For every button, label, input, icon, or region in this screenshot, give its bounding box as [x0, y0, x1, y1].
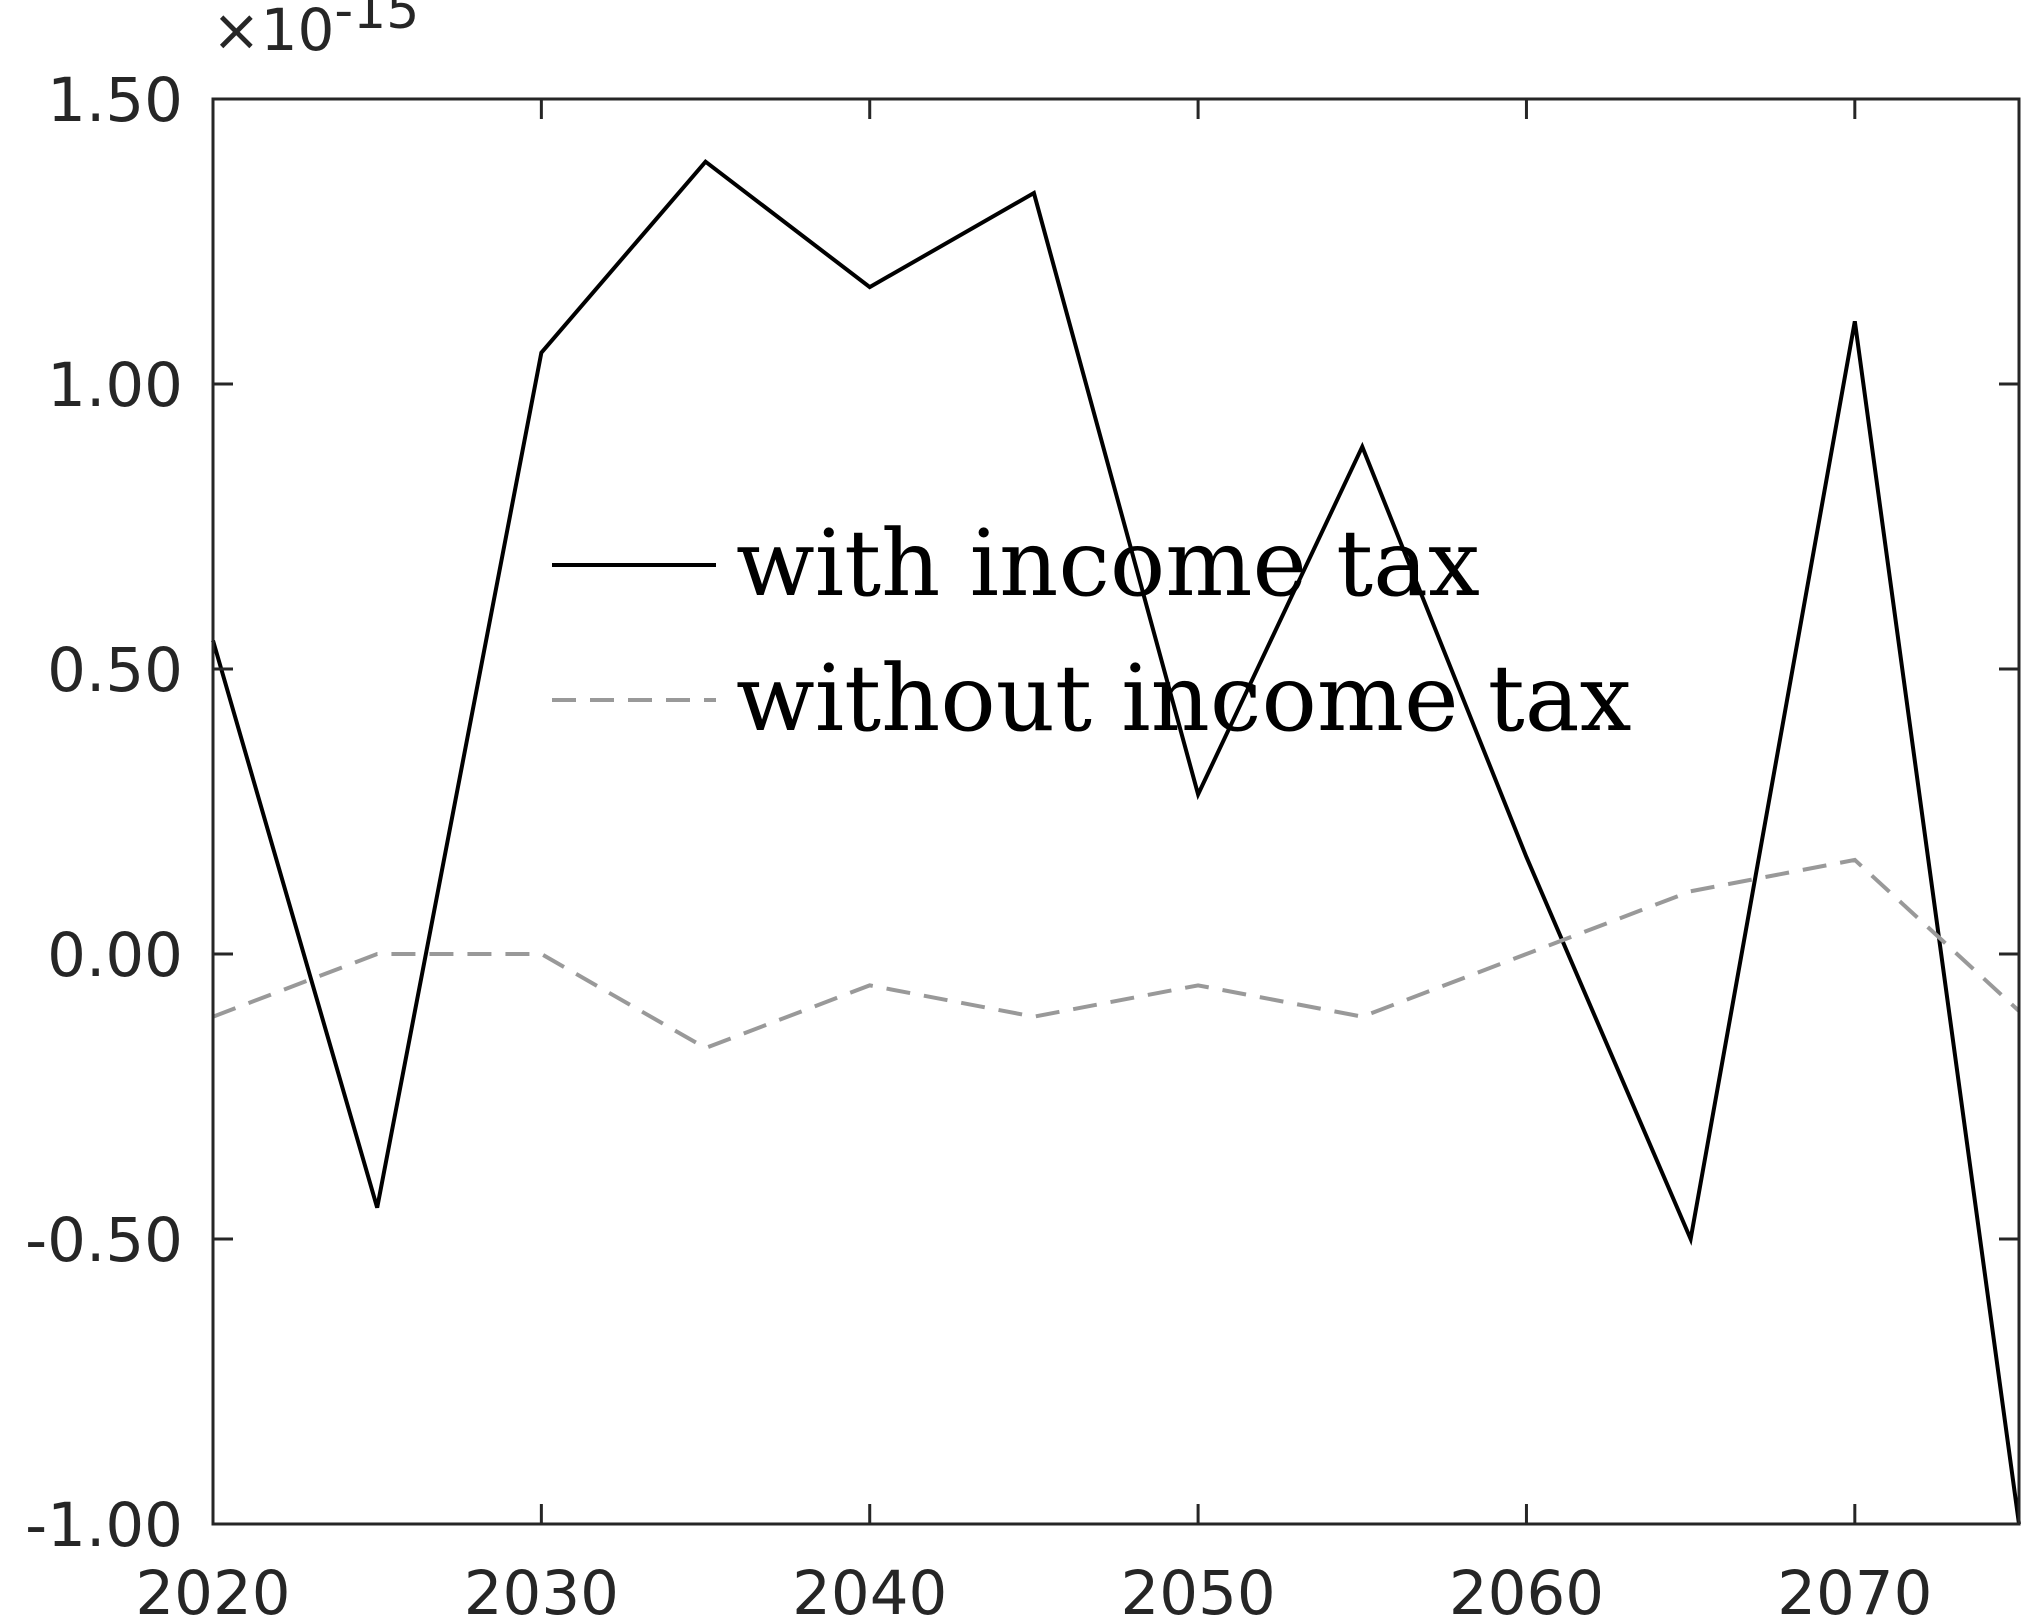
series-line-with-income-tax [211, 158, 2021, 1525]
x-tick-label: 2040 [792, 1558, 947, 1622]
y-tick-label: 0.00 [47, 920, 183, 991]
legend-label-without-income-tax: without income tax [736, 645, 1631, 752]
x-tick-label: 2030 [464, 1558, 619, 1622]
y-tick-label: 1.50 [47, 65, 183, 136]
x-tick-label: 2070 [1777, 1558, 1932, 1622]
y-axis-exponent-power: -15 [334, 0, 419, 41]
y-axis-exponent-label: ×10-15 [212, 0, 419, 64]
series-line-without-income-tax [212, 857, 2021, 1051]
x-tick-label: 2050 [1120, 1558, 1275, 1622]
series-layer [211, 158, 2021, 1525]
y-tick-label: 1.00 [47, 350, 183, 421]
y-axis-exponent-base: ×10 [212, 0, 334, 64]
y-tick-label: -1.00 [25, 1490, 183, 1561]
plot-area-border [211, 97, 2021, 1526]
x-tick-label: 2060 [1449, 1558, 1604, 1622]
axis-ticks: 2020 2030 2040 2050 2060 2070 -1.00 -0.50 0.00 0.… [25, 65, 2019, 1622]
y-tick-label: -0.50 [25, 1205, 183, 1276]
y-tick-label: 0.50 [47, 635, 183, 706]
legend: with income tax without income tax [552, 510, 1631, 752]
x-tick-label: 2020 [135, 1558, 290, 1622]
legend-label-with-income-tax: with income tax [736, 510, 1480, 617]
